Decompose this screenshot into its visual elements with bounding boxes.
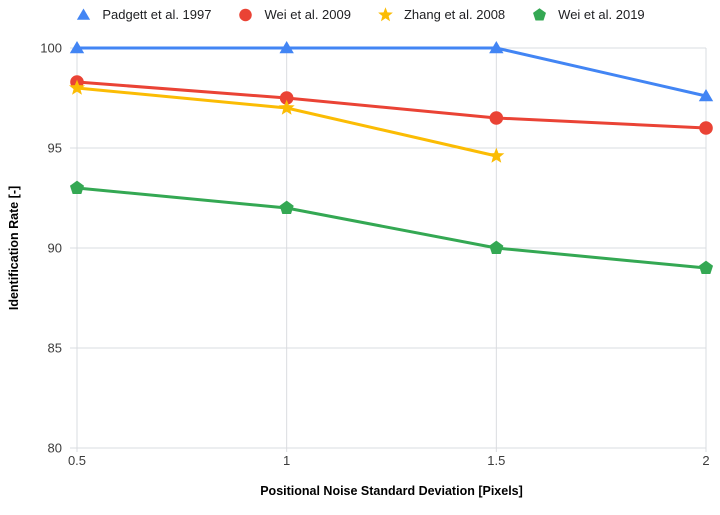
legend-item-label: Wei et al. 2009 xyxy=(264,7,351,22)
legend-item-label: Wei et al. 2019 xyxy=(558,7,645,22)
data-point-marker[interactable] xyxy=(279,91,294,105)
x-axis-tick-label: 1.5 xyxy=(487,453,505,468)
data-point-marker[interactable] xyxy=(489,41,504,54)
data-point-marker[interactable] xyxy=(69,180,85,194)
data-point-marker[interactable] xyxy=(489,111,504,125)
legend-item-label: Zhang et al. 2008 xyxy=(403,7,506,22)
star-marker-icon xyxy=(378,7,393,22)
y-axis-tick-label: 95 xyxy=(48,141,62,156)
legend-item[interactable]: Wei et al. 2019 xyxy=(531,6,645,23)
star-marker-icon xyxy=(378,7,393,22)
circle-marker-icon xyxy=(239,8,253,22)
legend-item[interactable]: Zhang et al. 2008 xyxy=(377,6,505,23)
y-axis-tick-label: 90 xyxy=(48,241,62,256)
chart-legend: Padgett et al. 1997 Wei et al. 2009 Zhang … xyxy=(0,6,720,23)
data-point-marker[interactable] xyxy=(69,41,85,54)
x-axis-tick-label: 1 xyxy=(283,453,290,468)
x-axis-tick-label: 2 xyxy=(702,453,709,468)
data-point-marker[interactable] xyxy=(698,260,714,274)
data-point-marker[interactable] xyxy=(278,99,295,115)
series-line[interactable] xyxy=(75,46,708,98)
legend-item[interactable]: Wei et al. 2009 xyxy=(237,6,351,23)
series-line[interactable] xyxy=(75,186,708,270)
pentagon-marker-icon xyxy=(533,8,547,21)
x-axis-title: Positional Noise Standard Deviation [Pix… xyxy=(260,484,523,498)
series-line[interactable] xyxy=(75,80,708,130)
pentagon-marker-icon xyxy=(533,8,547,21)
data-point-marker[interactable] xyxy=(698,89,714,102)
data-point-marker[interactable] xyxy=(279,200,294,214)
data-point-marker[interactable] xyxy=(489,240,504,254)
x-axis-tick-label: 0.5 xyxy=(68,453,86,468)
triangle-marker-icon xyxy=(77,8,91,20)
data-point-marker[interactable] xyxy=(279,41,294,54)
triangle-marker-icon xyxy=(77,8,91,20)
legend-item-label: Padgett et al. 1997 xyxy=(102,7,212,22)
data-point-marker[interactable] xyxy=(488,147,505,163)
y-axis-tick-label: 85 xyxy=(48,341,62,356)
data-point-marker[interactable] xyxy=(69,79,85,95)
legend-item[interactable]: Padgett et al. 1997 xyxy=(75,6,211,23)
y-axis-tick-label: 80 xyxy=(48,441,62,456)
y-axis-tick-label: 100 xyxy=(40,41,62,56)
data-point-marker[interactable] xyxy=(699,121,713,135)
circle-marker-icon xyxy=(239,8,253,22)
